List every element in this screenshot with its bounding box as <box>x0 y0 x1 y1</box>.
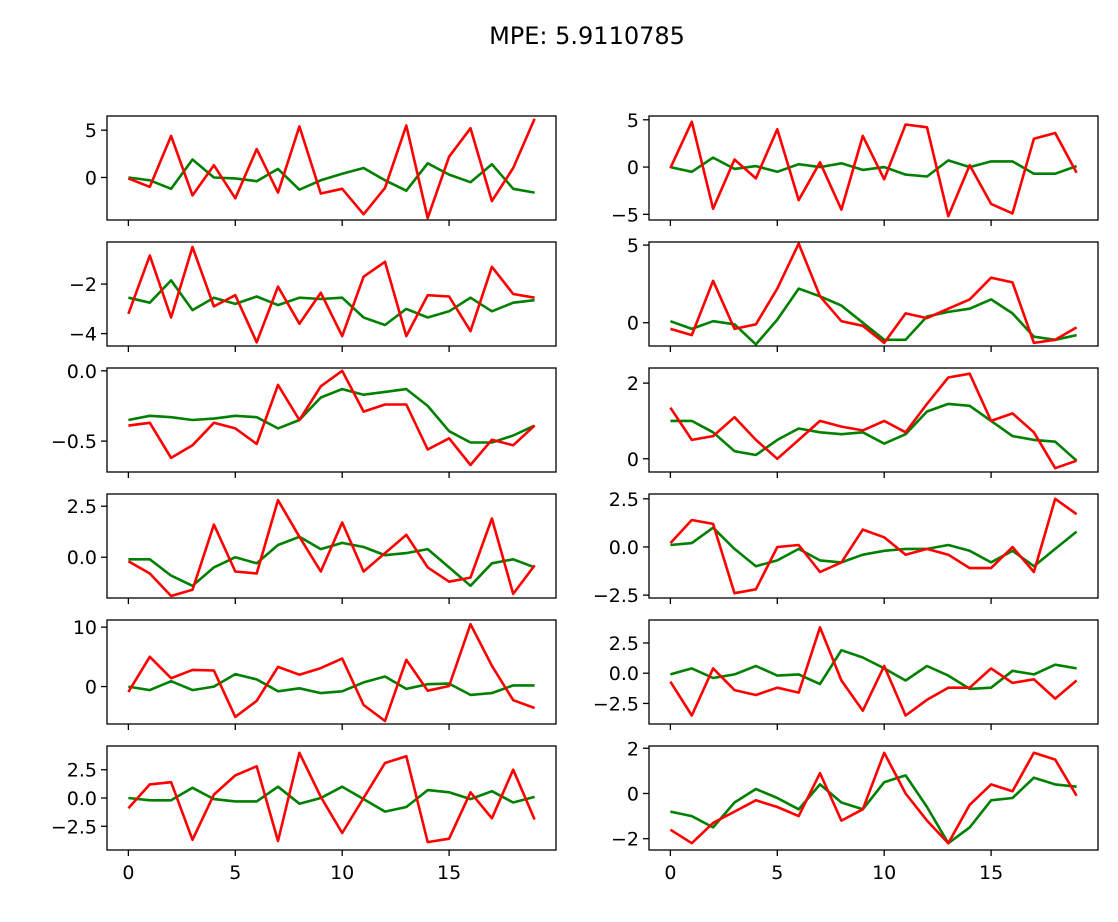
y-tick-label: −2.5 <box>593 585 639 607</box>
series-green-line <box>128 672 535 697</box>
subplot-4: 05 <box>627 235 1099 352</box>
y-tick-label: 2.5 <box>67 496 97 518</box>
axes-frame <box>648 115 1099 221</box>
x-tick-label: 0 <box>664 862 676 884</box>
subplot-11: −2.5 0.0 2.5 0 5 10 15 <box>51 745 557 884</box>
series-red-line <box>669 751 1078 845</box>
subplot-grid: 05−505−4−205−0.50.0020.02.5−2.50.02.5010… <box>51 110 1099 884</box>
series-green-line <box>128 279 535 327</box>
y-tick-label: 2.5 <box>609 489 639 511</box>
x-tick-label: 10 <box>872 862 896 884</box>
subplot-5: −0.5 0.0 <box>51 361 557 478</box>
x-tick-label: 0 <box>122 862 134 884</box>
series-red-line <box>669 497 1078 595</box>
y-tick-label: 0 <box>627 313 639 335</box>
figure-title: MPE: 5.9110785 <box>489 22 685 50</box>
series-red-line <box>128 369 536 467</box>
x-tick-label: 5 <box>229 862 241 884</box>
subplot-10: −2.5 0.0 2.5 <box>593 619 1099 730</box>
axes-frame <box>648 493 1099 599</box>
series-green-line <box>670 402 1078 462</box>
y-tick-label: −2 <box>69 274 97 296</box>
axes-frame <box>648 619 1099 725</box>
series-red-line <box>670 242 1078 345</box>
y-tick-label: 5 <box>627 110 639 132</box>
x-tick-label: 15 <box>979 862 1003 884</box>
y-tick-label: −2.5 <box>593 693 639 715</box>
axes-frame <box>106 115 557 221</box>
series-red-line <box>127 622 536 723</box>
y-tick-label: 2 <box>627 373 639 395</box>
y-tick-label: 0 <box>85 677 97 699</box>
series-red-line <box>127 245 535 344</box>
y-tick-label: 2 <box>627 738 639 760</box>
y-tick-label: 0 <box>627 783 639 805</box>
axes-frame <box>648 367 1099 473</box>
subplot-3: −4 −2 <box>69 241 557 352</box>
series-red-line <box>669 372 1078 470</box>
x-tick-label: 15 <box>437 862 461 884</box>
subplot-6: 02 <box>627 367 1099 478</box>
series-green-line <box>670 648 1077 691</box>
y-tick-label: 5 <box>85 120 97 142</box>
subplot-9: 0 10 <box>73 617 557 730</box>
y-tick-label: 0.0 <box>609 537 639 559</box>
y-tick-label: −4 <box>69 324 97 346</box>
axes-frame <box>648 241 1099 347</box>
x-tick-label: 10 <box>330 862 354 884</box>
subplot-12: −2 0 2 0 5 10 15 <box>611 738 1099 884</box>
y-tick-label: −2 <box>611 829 639 851</box>
axes-frame <box>106 493 557 599</box>
series-red-line <box>127 118 536 220</box>
x-tick-label: 5 <box>771 862 783 884</box>
y-tick-label: 2.5 <box>609 633 639 655</box>
axes-frame <box>648 745 1099 851</box>
y-tick-label: −0.5 <box>51 431 97 453</box>
y-tick-label: 5 <box>627 235 639 257</box>
y-tick-label: −5 <box>611 204 639 226</box>
axes-frame <box>106 241 557 347</box>
series-red-line <box>127 751 536 844</box>
series-red-line <box>669 625 1078 717</box>
y-tick-label: 0 <box>85 167 97 189</box>
series-red-line <box>669 120 1078 218</box>
subplot-1: 05 <box>85 115 557 226</box>
series-green-line <box>670 156 1078 178</box>
y-tick-label: 0.0 <box>609 663 639 685</box>
y-tick-label: 0 <box>627 449 639 471</box>
y-tick-label: 0.0 <box>67 788 97 810</box>
series-green-line <box>670 526 1078 568</box>
subplot-8: −2.5 0.0 2.5 <box>593 489 1099 607</box>
y-tick-label: −2.5 <box>51 816 97 838</box>
y-tick-label: 0.0 <box>67 547 97 569</box>
subplot-2: −5 0 5 <box>611 110 1099 226</box>
series-green-line <box>670 774 1077 845</box>
y-tick-label: 0 <box>627 157 639 179</box>
series-red-line <box>127 498 536 598</box>
y-tick-label: 10 <box>73 617 97 639</box>
series-green-line <box>128 387 536 444</box>
y-tick-label: 0.0 <box>67 361 97 383</box>
axes-frame <box>106 367 557 473</box>
y-tick-label: 2.5 <box>67 760 97 782</box>
series-green-line <box>128 158 535 194</box>
subplot-7: 0.0 2.5 <box>67 493 557 604</box>
axes-frame <box>106 619 557 725</box>
